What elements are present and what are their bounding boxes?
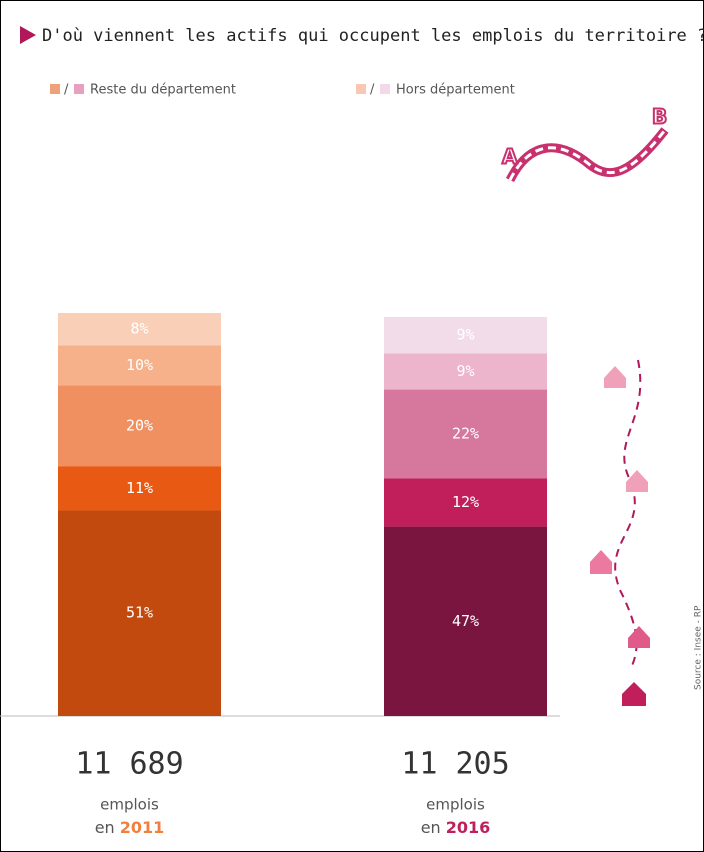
svg-text:A: A <box>502 145 518 169</box>
bar-segment <box>384 478 547 527</box>
year: 2011 <box>120 818 165 837</box>
value-label: 51% <box>126 604 153 622</box>
total-label: 11 689 <box>75 747 183 782</box>
legend-swatch <box>74 84 84 94</box>
year-line: en 2016 <box>421 818 491 837</box>
unit-label: emplois <box>426 796 485 814</box>
legend-swatch <box>380 84 390 94</box>
value-label: 20% <box>126 416 153 434</box>
houses-decoration <box>590 359 650 706</box>
legend-label: Reste du département <box>90 83 236 98</box>
bar-segment <box>384 353 547 390</box>
total-label: 11 205 <box>401 747 509 782</box>
value-label: 9% <box>456 326 474 344</box>
unit-label: emplois <box>100 796 159 814</box>
bar-segment <box>384 389 547 479</box>
legend-slash: / <box>64 83 69 98</box>
legend-swatch <box>50 84 60 94</box>
value-label: 9% <box>456 362 474 380</box>
svg-text:B: B <box>652 105 667 129</box>
chart-title: D'où viennent les actifs qui occupent le… <box>42 26 704 46</box>
road-decoration: A B <box>501 104 669 183</box>
bar-segment <box>58 313 221 346</box>
value-label: 11% <box>126 479 153 497</box>
year: 2016 <box>446 818 491 837</box>
legend-label: Hors département <box>396 83 515 98</box>
value-label: 12% <box>452 493 479 511</box>
value-label: 10% <box>126 356 153 374</box>
bar-segment <box>384 317 547 354</box>
bar-segment <box>58 385 221 467</box>
year-prefix: en <box>421 818 441 837</box>
bar-segment <box>58 510 221 716</box>
bar-segment <box>58 345 221 386</box>
value-label: 22% <box>452 424 479 442</box>
title-arrow <box>20 26 36 44</box>
year-line: en 2011 <box>95 818 165 837</box>
legend-slash: / <box>370 83 375 98</box>
bar-segment <box>384 526 547 716</box>
value-label: 8% <box>130 320 148 338</box>
legend-swatch <box>356 84 366 94</box>
source: Source : Insee - RP <box>694 605 704 690</box>
year-prefix: en <box>95 818 115 837</box>
value-label: 47% <box>452 612 479 630</box>
bar-segment <box>58 466 221 511</box>
